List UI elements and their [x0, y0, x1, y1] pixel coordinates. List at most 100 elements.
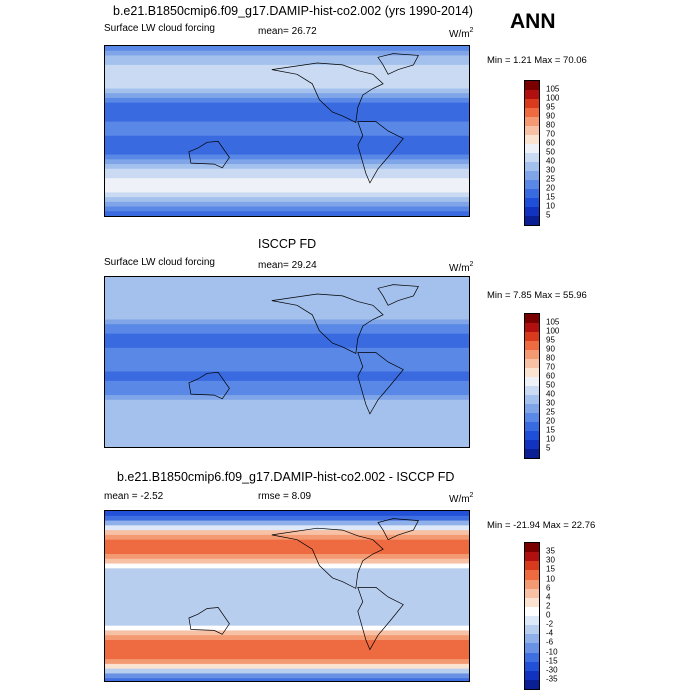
colorbar-segment — [525, 625, 539, 635]
map-latitude-band — [105, 659, 469, 665]
colorbar-tick-label: 10 — [546, 574, 555, 583]
colorbar-segment — [525, 81, 539, 90]
colorbar-segment — [525, 323, 539, 332]
map-latitude-band — [105, 520, 469, 526]
colorbar-segment — [525, 144, 539, 153]
map-latitude-band — [105, 654, 469, 660]
colorbar-segment — [525, 162, 539, 171]
colorbar-tick-label: 25 — [546, 174, 555, 184]
coastline — [357, 587, 404, 651]
colorbar-tick-label: 30 — [546, 555, 555, 565]
map-latitude-band — [105, 582, 469, 589]
map-latitude-band — [105, 409, 469, 415]
map-latitude-band — [105, 649, 469, 655]
map-latitude-band — [105, 390, 469, 396]
colorbar-tick-label: 10 — [546, 434, 555, 444]
map-latitude-band — [105, 60, 469, 66]
map-latitude-band — [105, 164, 469, 170]
map-latitude-band — [105, 668, 469, 675]
map-latitude-band — [105, 442, 469, 447]
map-latitude-band — [105, 79, 469, 85]
map-latitude-band — [105, 291, 469, 297]
colorbar-tick-label: 90 — [546, 344, 555, 354]
map-latitude-band — [105, 573, 469, 579]
colorbar-tick-label: 5 — [546, 443, 551, 453]
map-latitude-band — [105, 314, 469, 321]
map-latitude-band — [105, 154, 469, 160]
coastline — [188, 607, 230, 635]
map-latitude-band — [105, 102, 469, 108]
colorbar-tick-label: -2 — [546, 619, 554, 629]
colorbar-tick-label: 40 — [546, 389, 555, 399]
colorbar-segment — [525, 561, 539, 571]
colorbar-segment — [525, 431, 539, 440]
colorbar-tick-label: 25 — [546, 407, 555, 417]
colorbar-segment — [525, 207, 539, 216]
panel2-title: ISCCP FD — [258, 237, 317, 251]
map-latitude-band — [105, 97, 469, 104]
colorbar-tick-label: 15 — [546, 425, 555, 435]
panel3-minmax: Min = -21.94 Max = 22.76 — [487, 520, 596, 531]
coastline — [188, 372, 230, 400]
coastline — [188, 141, 230, 169]
map-latitude-band — [105, 362, 469, 368]
map-latitude-band — [105, 192, 469, 198]
map-latitude-band — [105, 74, 469, 80]
map-latitude-band — [105, 616, 469, 622]
map-latitude-band — [105, 281, 469, 288]
colorbar-segment — [525, 543, 539, 553]
panel2-map — [104, 276, 470, 448]
map-latitude-band — [105, 395, 469, 401]
colorbar-segment — [525, 440, 539, 449]
panel1-units: W/m2 — [449, 27, 474, 40]
panel2-variable-label: Surface LW cloud forcing — [104, 257, 215, 268]
colorbar-segment — [525, 171, 539, 180]
map-latitude-band — [105, 644, 469, 651]
colorbar-segment — [525, 404, 539, 413]
panel3-mean-label: mean = -2.52 — [104, 491, 164, 502]
colorbar-tick-label: 60 — [546, 371, 555, 381]
map-latitude-band — [105, 515, 469, 522]
map-latitude-band — [105, 539, 469, 546]
panel3-colorbar — [524, 542, 540, 690]
colorbar-tick-label: 2 — [546, 601, 551, 611]
colorbar-segment — [525, 189, 539, 198]
colorbar-segment — [525, 597, 539, 607]
coastline — [377, 53, 419, 75]
map-latitude-band — [105, 173, 469, 179]
colorbar-segment — [525, 552, 539, 562]
map-latitude-band — [105, 606, 469, 612]
map-latitude-band — [105, 597, 469, 603]
colorbar-tick-label: 15 — [546, 564, 555, 574]
coastline — [357, 352, 404, 415]
colorbar-segment — [525, 616, 539, 626]
colorbar-segment — [525, 332, 539, 341]
map-latitude-band — [105, 577, 469, 584]
colorbar-tick-label: -15 — [546, 656, 558, 666]
map-latitude-band — [105, 201, 469, 208]
map-latitude-band — [105, 46, 469, 52]
map-latitude-band — [105, 277, 469, 283]
colorbar-tick-label: 95 — [546, 335, 555, 345]
colorbar-tick-label: 70 — [546, 362, 555, 372]
colorbar-tick-label: 6 — [546, 583, 551, 593]
panel1-variable-label: Surface LW cloud forcing — [104, 23, 215, 34]
panel1-title: b.e21.B1850cmip6.f09_g17.DAMIP-hist-co2.… — [113, 4, 473, 18]
map-latitude-band — [105, 366, 469, 373]
map-latitude-band — [105, 140, 469, 146]
map-latitude-band — [105, 380, 469, 387]
map-latitude-band — [105, 385, 469, 391]
colorbar-tick-label: 35 — [546, 546, 555, 556]
colorbar-segment — [525, 90, 539, 99]
colorbar-tick-label: -30 — [546, 665, 558, 675]
map-latitude-band — [105, 428, 469, 434]
map-latitude-band — [105, 673, 469, 679]
map-latitude-band — [105, 319, 469, 325]
map-latitude-band — [105, 544, 469, 550]
colorbar-tick-label: 40 — [546, 156, 555, 166]
colorbar-segment — [525, 422, 539, 431]
map-latitude-band — [105, 121, 469, 127]
colorbar-tick-label: 105 — [546, 317, 560, 327]
map-latitude-band — [105, 50, 469, 57]
colorbar-segment — [525, 449, 539, 458]
